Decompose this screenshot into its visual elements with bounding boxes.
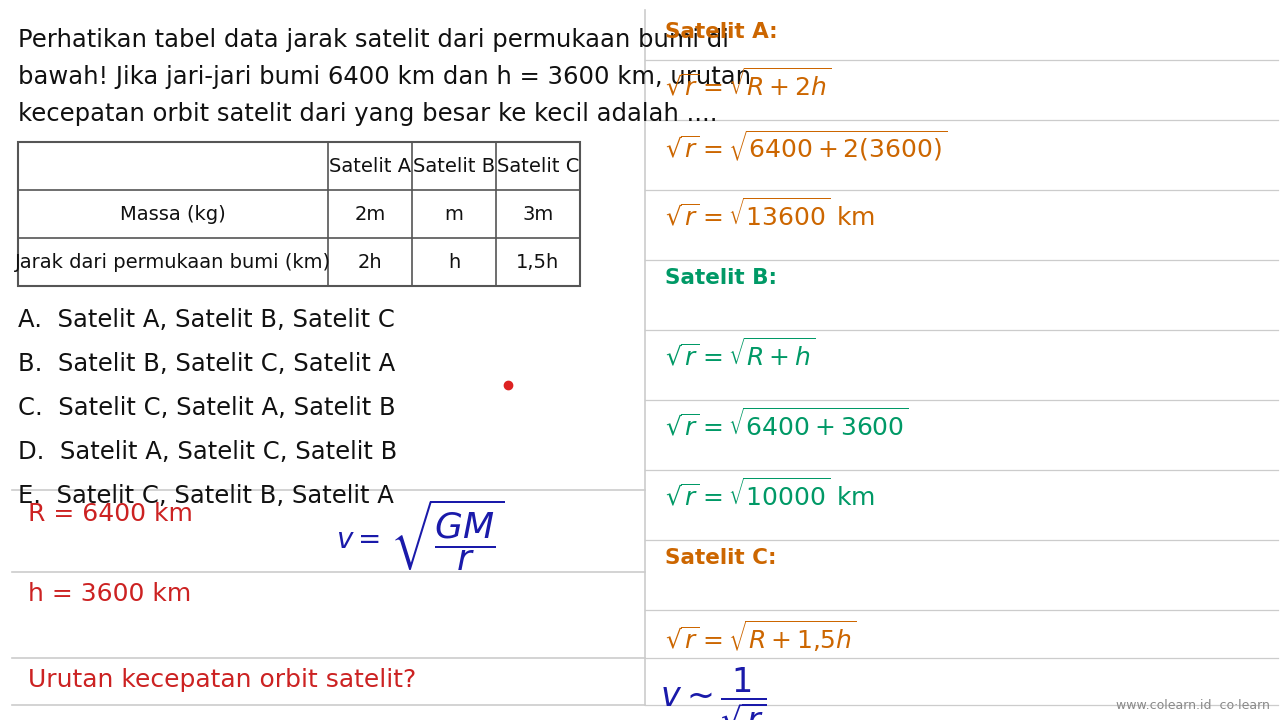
Text: E.  Satelit C, Satelit B, Satelit A: E. Satelit C, Satelit B, Satelit A: [18, 484, 394, 508]
Bar: [18, 142, 580, 286]
Text: kecepatan orbit satelit dari yang besar ke kecil adalah ....: kecepatan orbit satelit dari yang besar …: [18, 102, 718, 126]
Text: $\sqrt{r} = \sqrt{6400 + 3600}$: $\sqrt{r} = \sqrt{6400 + 3600}$: [666, 408, 909, 441]
Text: 2h: 2h: [357, 253, 383, 271]
Text: $\sqrt{r} = \sqrt{6400 + 2(3600)}$: $\sqrt{r} = \sqrt{6400 + 2(3600)}$: [666, 128, 947, 163]
Bar: [18, 142, 580, 286]
Text: $v = $: $v = $: [335, 526, 380, 554]
Text: A.  Satelit A, Satelit B, Satelit C: A. Satelit A, Satelit B, Satelit C: [18, 308, 394, 332]
Text: $\sqrt{r} = \sqrt{R + 1{,}5h}$: $\sqrt{r} = \sqrt{R + 1{,}5h}$: [666, 618, 856, 654]
Text: m: m: [444, 204, 463, 223]
Text: 1,5h: 1,5h: [516, 253, 559, 271]
Text: D.  Satelit A, Satelit C, Satelit B: D. Satelit A, Satelit C, Satelit B: [18, 440, 397, 464]
Text: 3m: 3m: [522, 204, 554, 223]
Text: 2m: 2m: [355, 204, 385, 223]
Text: $\sqrt{r} = \sqrt{R + 2h}$: $\sqrt{r} = \sqrt{R + 2h}$: [666, 68, 831, 101]
Text: $v \sim \dfrac{1}{\sqrt{r}}$: $v \sim \dfrac{1}{\sqrt{r}}$: [660, 666, 765, 720]
Text: B.  Satelit B, Satelit C, Satelit A: B. Satelit B, Satelit C, Satelit A: [18, 352, 396, 376]
Text: Satelit B: Satelit B: [413, 156, 495, 176]
Text: h = 3600 km: h = 3600 km: [28, 582, 191, 606]
Text: Perhatikan tabel data jarak satelit dari permukaan bumi di: Perhatikan tabel data jarak satelit dari…: [18, 28, 728, 52]
Text: $\sqrt{r} = \sqrt{R + h}$: $\sqrt{r} = \sqrt{R + h}$: [666, 338, 815, 371]
Text: Jarak dari permukaan bumi (km): Jarak dari permukaan bumi (km): [15, 253, 332, 271]
Text: Urutan kecepatan orbit satelit?: Urutan kecepatan orbit satelit?: [28, 668, 416, 692]
Text: bawah! Jika jari-jari bumi 6400 km dan h = 3600 km, urutan: bawah! Jika jari-jari bumi 6400 km dan h…: [18, 65, 751, 89]
Text: h: h: [448, 253, 460, 271]
Text: C.  Satelit C, Satelit A, Satelit B: C. Satelit C, Satelit A, Satelit B: [18, 396, 396, 420]
Text: www.colearn.id  co·learn: www.colearn.id co·learn: [1116, 699, 1270, 712]
Text: Satelit A: Satelit A: [329, 156, 411, 176]
Text: Satelit A:: Satelit A:: [666, 22, 778, 42]
Text: $\sqrt{\dfrac{GM}{r}}$: $\sqrt{\dfrac{GM}{r}}$: [390, 497, 504, 573]
Text: Satelit C: Satelit C: [497, 156, 579, 176]
Text: $\sqrt{r} = \sqrt{10000}$ km: $\sqrt{r} = \sqrt{10000}$ km: [666, 478, 876, 510]
Text: Massa (kg): Massa (kg): [120, 204, 225, 223]
Text: $\sqrt{r} = \sqrt{13600}$ km: $\sqrt{r} = \sqrt{13600}$ km: [666, 198, 876, 230]
Text: R = 6400 km: R = 6400 km: [28, 502, 193, 526]
Text: Satelit C:: Satelit C:: [666, 548, 777, 568]
Text: Satelit B:: Satelit B:: [666, 268, 777, 288]
